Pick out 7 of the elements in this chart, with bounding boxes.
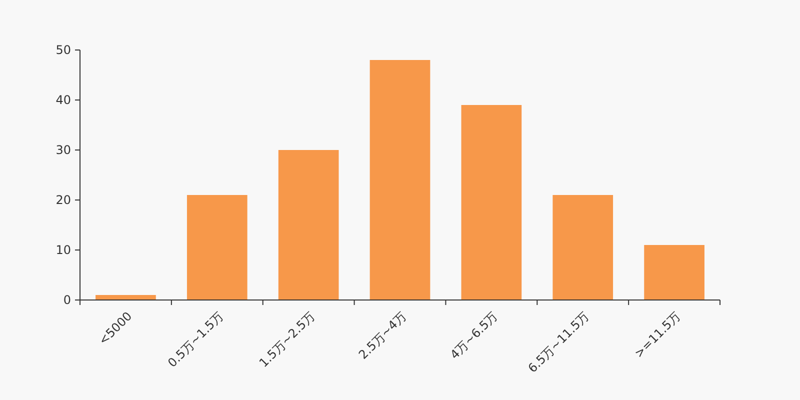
- y-tick-label: 30: [56, 143, 71, 157]
- y-tick-label: 50: [56, 43, 71, 57]
- x-tick-label: 2.5万~4万: [356, 309, 409, 362]
- y-tick-label: 20: [56, 193, 71, 207]
- y-tick-label: 0: [63, 293, 71, 307]
- y-tick-label: 40: [56, 93, 71, 107]
- y-tick-label: 10: [56, 243, 71, 257]
